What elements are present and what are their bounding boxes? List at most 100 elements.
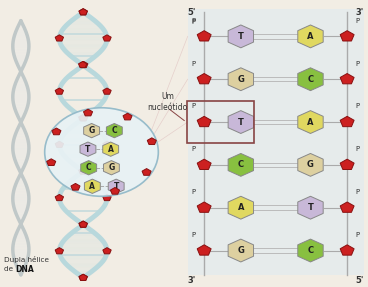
Text: A: A bbox=[307, 118, 314, 127]
Polygon shape bbox=[67, 130, 99, 131]
Polygon shape bbox=[74, 18, 92, 19]
Text: G: G bbox=[307, 160, 314, 169]
Text: 5': 5' bbox=[187, 8, 195, 17]
Polygon shape bbox=[64, 262, 102, 263]
Text: 3': 3' bbox=[187, 276, 195, 285]
Polygon shape bbox=[71, 21, 96, 22]
Polygon shape bbox=[72, 20, 95, 21]
Polygon shape bbox=[60, 246, 106, 247]
Polygon shape bbox=[197, 202, 211, 212]
Polygon shape bbox=[63, 135, 104, 136]
Polygon shape bbox=[79, 115, 87, 121]
Polygon shape bbox=[13, 48, 29, 49]
Polygon shape bbox=[66, 52, 100, 53]
Polygon shape bbox=[68, 129, 98, 130]
Polygon shape bbox=[79, 115, 88, 121]
Polygon shape bbox=[13, 196, 29, 197]
Polygon shape bbox=[62, 136, 104, 137]
Polygon shape bbox=[66, 238, 101, 239]
Polygon shape bbox=[59, 251, 107, 252]
Text: 5': 5' bbox=[356, 276, 364, 285]
Polygon shape bbox=[13, 141, 28, 142]
Polygon shape bbox=[197, 116, 211, 127]
Polygon shape bbox=[60, 43, 106, 44]
Polygon shape bbox=[14, 190, 28, 191]
Polygon shape bbox=[17, 129, 24, 130]
Polygon shape bbox=[103, 88, 111, 94]
Polygon shape bbox=[20, 69, 22, 70]
Polygon shape bbox=[74, 271, 92, 272]
Polygon shape bbox=[60, 42, 106, 43]
Polygon shape bbox=[79, 221, 87, 227]
Polygon shape bbox=[80, 169, 86, 170]
Text: T: T bbox=[113, 182, 119, 191]
Polygon shape bbox=[79, 168, 88, 174]
Polygon shape bbox=[13, 248, 29, 249]
Polygon shape bbox=[13, 199, 29, 200]
Polygon shape bbox=[15, 83, 26, 84]
Polygon shape bbox=[61, 152, 105, 153]
Polygon shape bbox=[13, 193, 29, 194]
Text: P: P bbox=[192, 19, 196, 25]
Polygon shape bbox=[18, 25, 23, 26]
Polygon shape bbox=[13, 204, 28, 205]
Polygon shape bbox=[60, 35, 107, 36]
Polygon shape bbox=[84, 179, 100, 193]
Text: G: G bbox=[88, 126, 95, 135]
Polygon shape bbox=[65, 26, 101, 27]
Polygon shape bbox=[71, 127, 96, 128]
Polygon shape bbox=[103, 161, 119, 175]
Polygon shape bbox=[60, 34, 106, 35]
Text: C: C bbox=[307, 246, 314, 255]
Polygon shape bbox=[79, 121, 88, 122]
Polygon shape bbox=[68, 160, 98, 161]
Polygon shape bbox=[142, 168, 151, 175]
Polygon shape bbox=[18, 115, 24, 116]
Polygon shape bbox=[18, 167, 24, 168]
Polygon shape bbox=[18, 268, 24, 269]
Polygon shape bbox=[59, 143, 107, 144]
Polygon shape bbox=[17, 80, 25, 81]
Polygon shape bbox=[81, 276, 85, 277]
Polygon shape bbox=[15, 109, 26, 110]
Text: P: P bbox=[192, 146, 196, 152]
Text: P: P bbox=[192, 18, 196, 24]
Polygon shape bbox=[60, 142, 107, 143]
Polygon shape bbox=[60, 254, 107, 255]
Polygon shape bbox=[70, 128, 97, 129]
Polygon shape bbox=[298, 154, 323, 176]
Text: P: P bbox=[355, 146, 360, 152]
Polygon shape bbox=[110, 187, 120, 194]
Polygon shape bbox=[73, 270, 93, 271]
Polygon shape bbox=[298, 196, 323, 219]
Polygon shape bbox=[17, 164, 25, 165]
Polygon shape bbox=[197, 73, 211, 84]
Polygon shape bbox=[197, 31, 211, 41]
Polygon shape bbox=[79, 168, 87, 174]
Polygon shape bbox=[14, 155, 28, 156]
Polygon shape bbox=[81, 161, 97, 175]
Polygon shape bbox=[16, 132, 26, 133]
Polygon shape bbox=[18, 178, 24, 179]
Polygon shape bbox=[298, 68, 323, 91]
Polygon shape bbox=[15, 210, 27, 211]
Polygon shape bbox=[15, 34, 27, 35]
Text: P: P bbox=[355, 61, 360, 67]
Polygon shape bbox=[65, 239, 102, 240]
Polygon shape bbox=[228, 110, 254, 133]
Polygon shape bbox=[13, 143, 29, 144]
Polygon shape bbox=[20, 225, 22, 226]
Polygon shape bbox=[13, 97, 29, 98]
FancyBboxPatch shape bbox=[188, 9, 364, 275]
Polygon shape bbox=[75, 230, 92, 231]
Polygon shape bbox=[60, 248, 107, 249]
Polygon shape bbox=[19, 126, 23, 127]
Polygon shape bbox=[84, 109, 93, 116]
Polygon shape bbox=[60, 141, 107, 142]
Polygon shape bbox=[340, 73, 354, 84]
Polygon shape bbox=[77, 228, 89, 229]
Polygon shape bbox=[20, 222, 22, 223]
Text: G: G bbox=[237, 75, 244, 84]
Polygon shape bbox=[66, 237, 100, 238]
Polygon shape bbox=[64, 27, 102, 28]
